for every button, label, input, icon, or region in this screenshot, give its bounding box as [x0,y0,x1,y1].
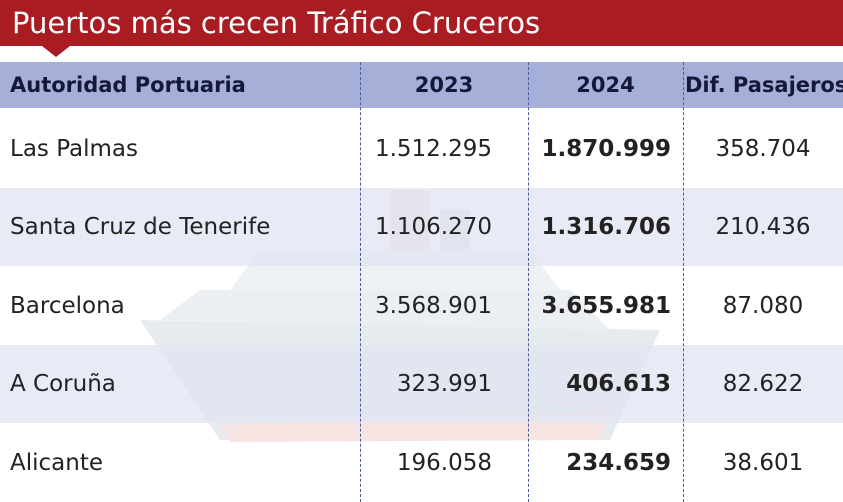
table-row: Barcelona 3.568.901 3.655.981 87.080 [0,267,843,345]
port-name: Alicante [10,449,103,476]
table-row: Las Palmas 1.512.295 1.870.999 358.704 [0,110,843,188]
header-cell: Autoridad Portuaria [10,73,246,97]
column-separator [528,62,529,502]
header-cell: Dif. Pasajeros [685,73,843,97]
number-cell: 234.659 [566,449,671,476]
number-cell: 3.655.981 [541,292,672,319]
column-separator [360,62,361,502]
number-cell: 82.622 [722,371,804,398]
port-name: Barcelona [10,292,125,319]
port-name: A Coruña [10,371,116,398]
number-cell: 323.991 [396,371,492,398]
port-name: Santa Cruz de Tenerife [10,214,271,241]
number-cell: 3.568.901 [374,292,492,319]
number-cell: 1.512.295 [374,136,492,162]
number-cell: 406.613 [566,371,671,398]
number-cell: 38.601 [722,449,804,476]
number-cell: 196.058 [396,449,492,476]
header-cell: 2024 [576,73,635,97]
title-notch [42,46,70,57]
number-cell: 1.870.999 [541,136,672,162]
column-separator [683,62,684,502]
table-row: Alicante 196.058 234.659 38.601 [0,424,843,502]
number-cell: 87.080 [722,292,804,319]
number-cell: 358.704 [715,136,811,162]
title-bar: Puertos más crecen Tráfico Cruceros [0,0,843,46]
title: Puertos más crecen Tráfico Cruceros [12,6,541,40]
header-cell: 2023 [414,73,474,97]
number-cell: 1.316.706 [541,214,672,241]
table-row: A Coruña 323.991 406.613 82.622 [0,345,843,424]
number-cell: 210.436 [715,214,811,241]
number-cell: 1.106.270 [374,214,492,241]
table-row: Santa Cruz de Tenerife 1.106.270 1.316.706… [0,188,843,267]
port-name: Las Palmas [10,136,139,162]
header-row: Autoridad Portuaria 2023 2024 Dif. Pasajero… [0,62,843,108]
